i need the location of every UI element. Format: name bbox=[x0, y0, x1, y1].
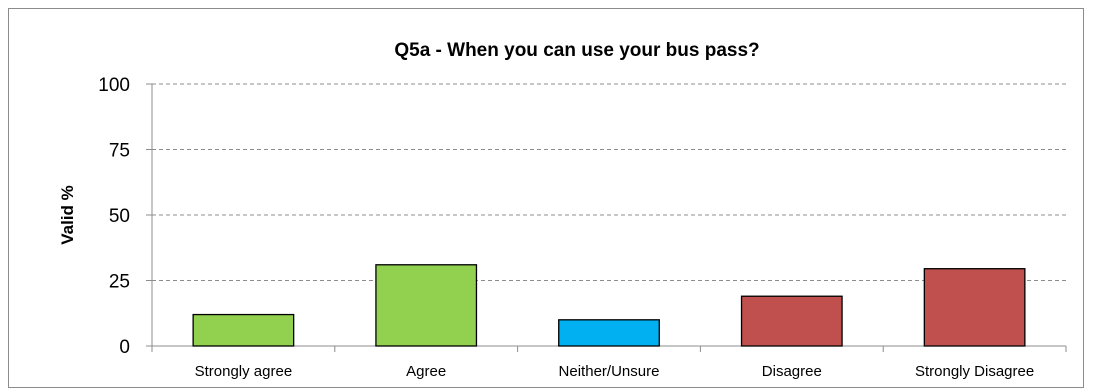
chart-title: Q5a - When you can use your bus pass? bbox=[394, 40, 759, 61]
y-tick-label: 25 bbox=[109, 272, 130, 293]
y-tick-label: 0 bbox=[119, 337, 130, 358]
y-tick-label: 75 bbox=[109, 141, 130, 162]
y-tick-labels: 0 25 50 75 100 bbox=[98, 75, 130, 358]
x-tick-labels: Strongly agree Agree Neither/Unsure Disagre… bbox=[195, 363, 1035, 380]
bar-agree bbox=[375, 264, 478, 347]
bar-strongly-agree bbox=[192, 313, 295, 347]
x-tick-label: Strongly Disagree bbox=[915, 363, 1034, 380]
x-tick-label: Disagree bbox=[762, 363, 822, 380]
bar-neither-unsure bbox=[558, 319, 660, 347]
bar-strongly-disagree bbox=[923, 268, 1026, 347]
bar-disagree bbox=[740, 295, 843, 347]
chart-frame bbox=[8, 8, 1084, 388]
x-tick-label: Strongly agree bbox=[195, 363, 293, 380]
x-tick-label: Agree bbox=[406, 363, 446, 380]
y-axis-label: Valid % bbox=[58, 185, 77, 245]
bars bbox=[192, 264, 1026, 347]
y-tick-label: 100 bbox=[98, 75, 130, 96]
y-tick-label: 50 bbox=[109, 206, 130, 227]
x-tick-label: Neither/Unsure bbox=[559, 363, 660, 380]
grid-lines bbox=[152, 83, 1066, 281]
